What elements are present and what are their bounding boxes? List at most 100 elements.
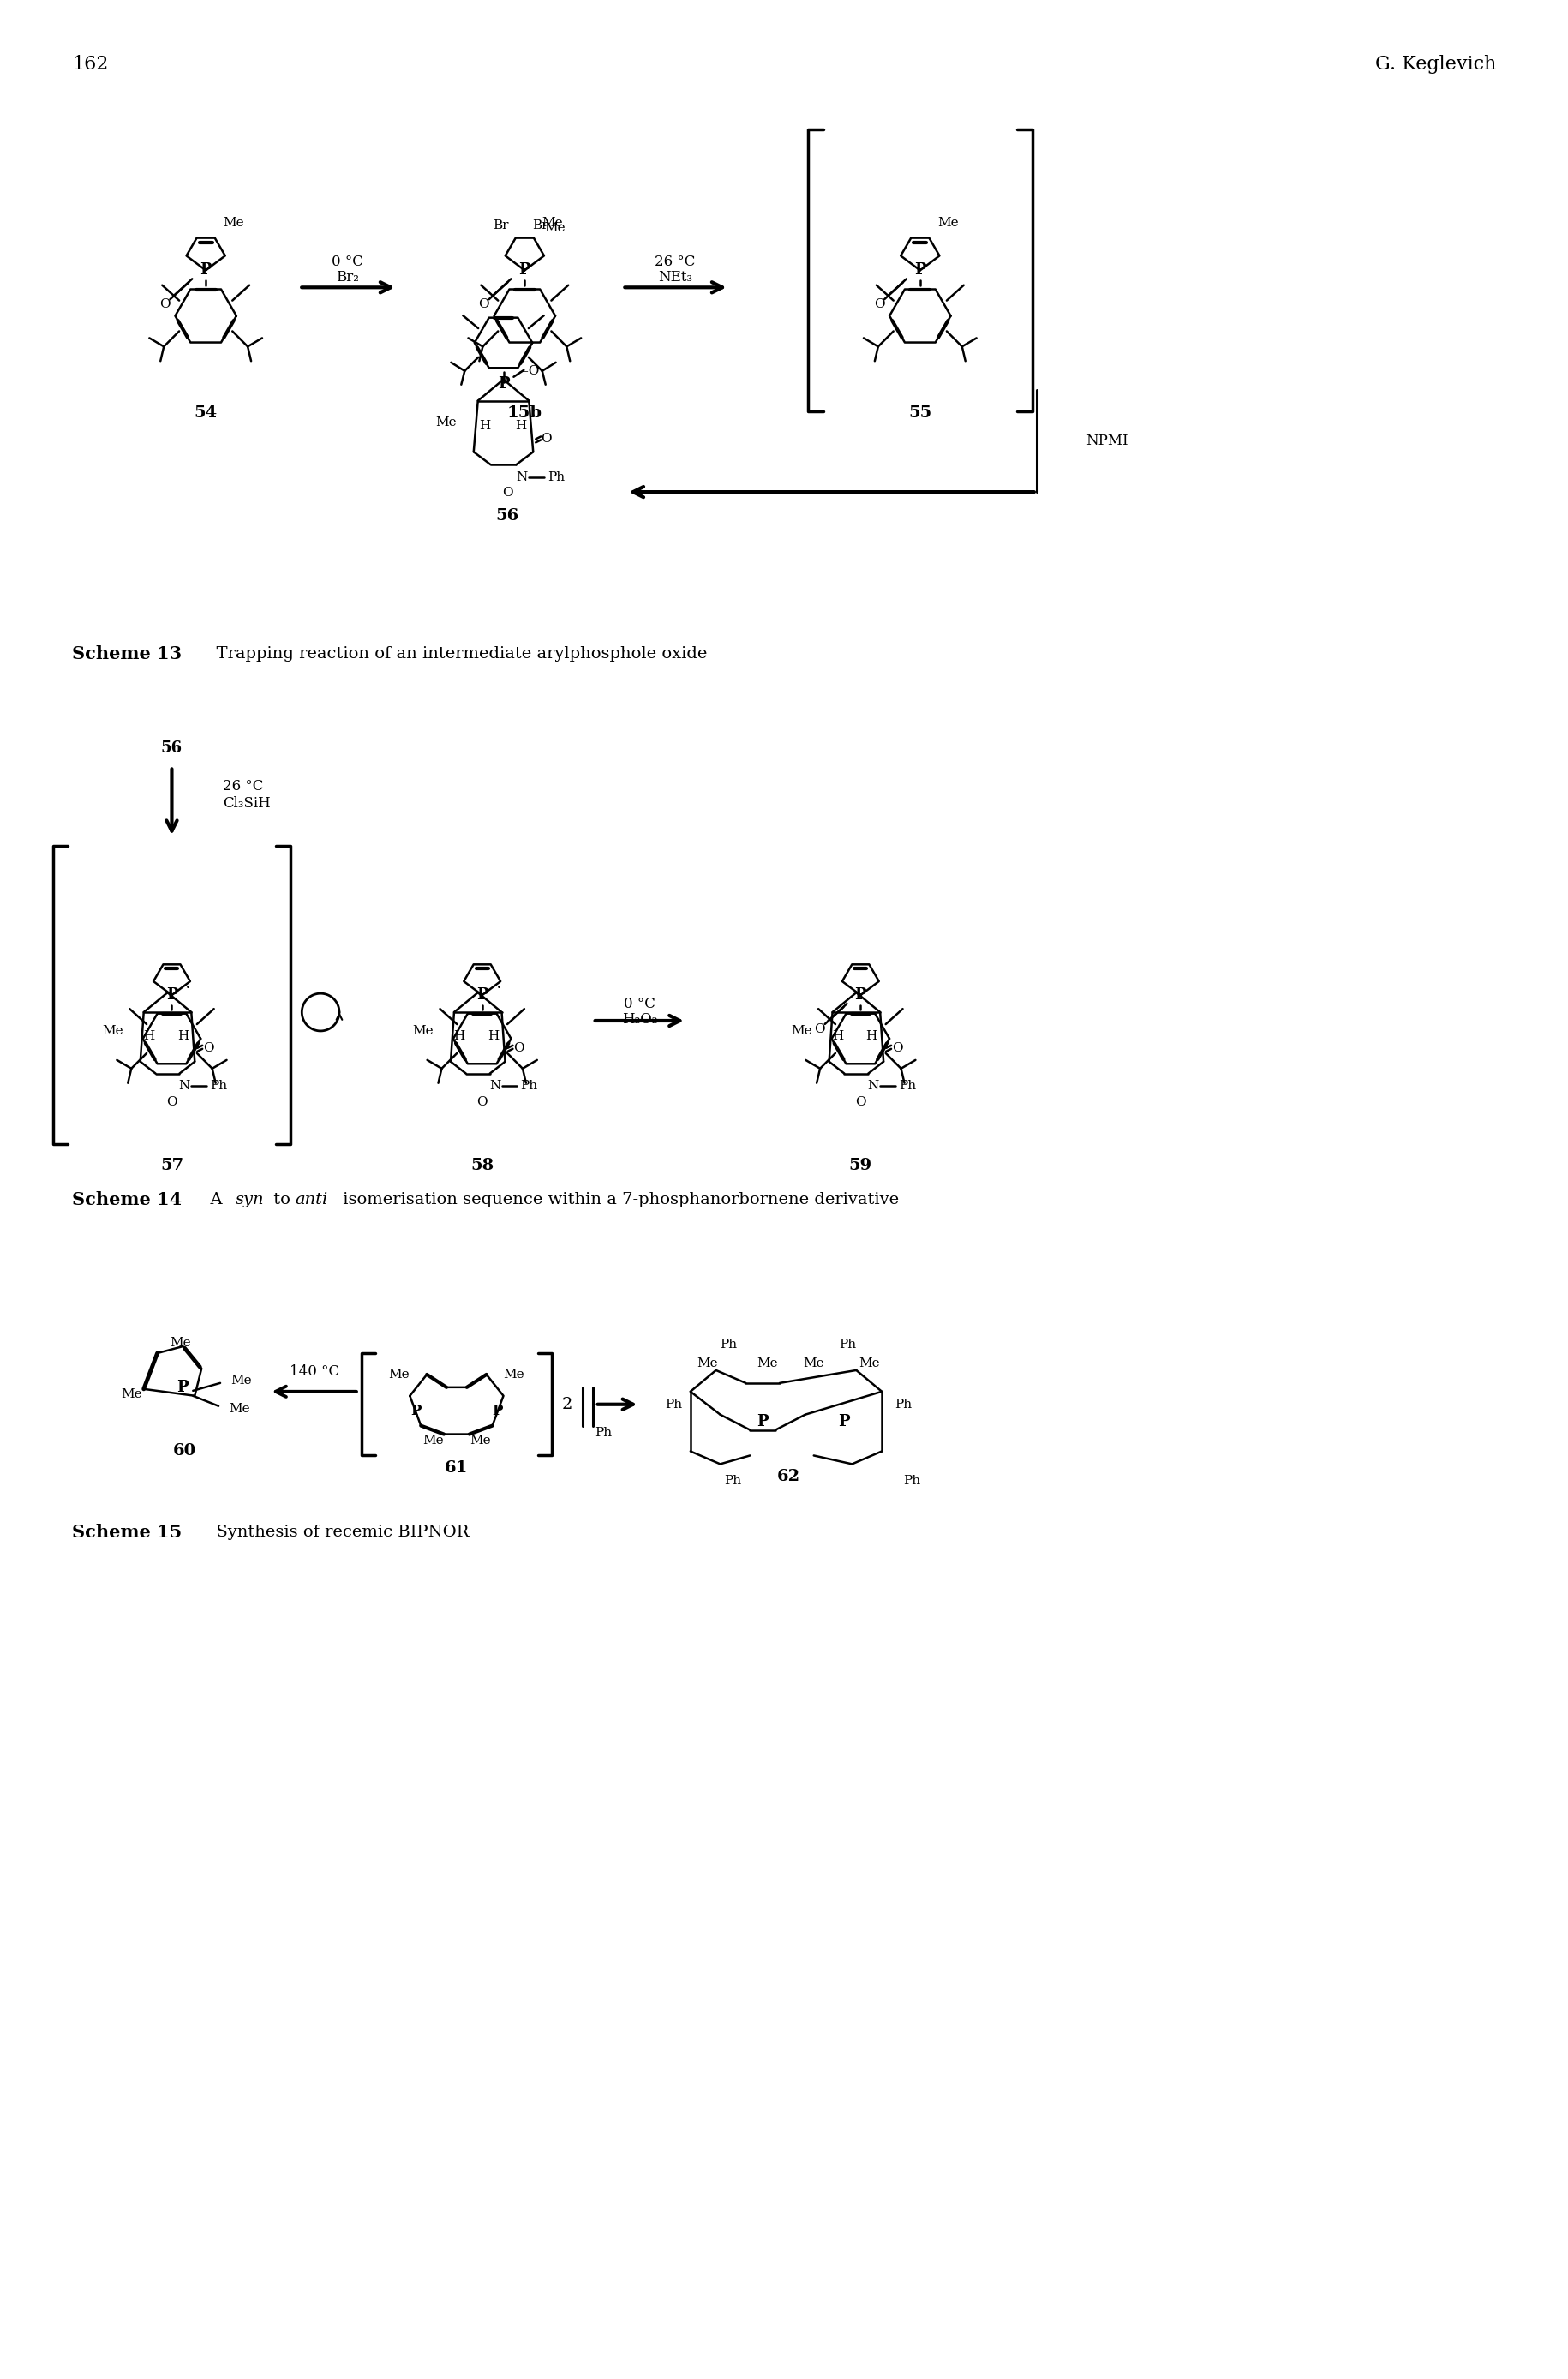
Text: O: O <box>478 297 489 309</box>
Text: P: P <box>497 376 510 393</box>
Text: Me: Me <box>230 1375 251 1387</box>
Text: 60: 60 <box>172 1444 196 1458</box>
Text: 26 °C: 26 °C <box>654 255 695 269</box>
Text: 55: 55 <box>908 404 931 421</box>
Text: Me: Me <box>544 221 564 233</box>
Text: O: O <box>502 488 513 500</box>
Text: Ph: Ph <box>903 1475 920 1487</box>
Text: Br: Br <box>532 219 547 231</box>
Text: Ph: Ph <box>665 1399 682 1411</box>
Text: isomerisation sequence within a 7-phosphanorbornene derivative: isomerisation sequence within a 7-phosph… <box>337 1192 898 1209</box>
Text: ·: · <box>185 978 191 997</box>
Text: Ph: Ph <box>894 1399 911 1411</box>
Text: O: O <box>513 1042 524 1054</box>
Text: P: P <box>199 262 212 278</box>
Text: Ph: Ph <box>898 1080 916 1092</box>
Text: N: N <box>516 471 527 483</box>
Text: O: O <box>160 297 171 309</box>
Text: NEt₃: NEt₃ <box>657 269 691 285</box>
Text: Me: Me <box>803 1358 823 1370</box>
Text: Ph: Ph <box>521 1080 538 1092</box>
Text: 54: 54 <box>194 404 218 421</box>
Text: N: N <box>489 1080 500 1092</box>
Text: Me: Me <box>858 1358 880 1370</box>
Text: Me: Me <box>756 1358 778 1370</box>
Text: 0 °C: 0 °C <box>624 997 655 1011</box>
Text: P: P <box>477 987 488 1004</box>
Text: H: H <box>177 1030 188 1042</box>
Text: P: P <box>166 987 177 1004</box>
Text: P: P <box>519 262 530 278</box>
Text: Me: Me <box>790 1025 812 1037</box>
Text: H: H <box>866 1030 877 1042</box>
Text: 15b: 15b <box>506 404 543 421</box>
Text: O: O <box>166 1097 177 1109</box>
Text: 62: 62 <box>776 1470 800 1484</box>
Text: 0 °C: 0 °C <box>332 255 364 269</box>
Text: Cl₃SiH: Cl₃SiH <box>223 797 270 811</box>
Text: Ph: Ph <box>720 1339 737 1351</box>
Text: H: H <box>514 421 525 433</box>
Text: P: P <box>837 1413 848 1430</box>
Text: Scheme 13: Scheme 13 <box>72 645 182 664</box>
Text: P: P <box>411 1404 420 1418</box>
Text: Br₂: Br₂ <box>336 269 359 285</box>
Text: 56: 56 <box>495 509 519 523</box>
Text: Me: Me <box>223 216 245 228</box>
Text: O: O <box>873 297 884 309</box>
Text: Ph: Ph <box>210 1080 227 1092</box>
Text: Scheme 15: Scheme 15 <box>72 1523 182 1542</box>
Text: Me: Me <box>936 216 958 228</box>
Text: 2: 2 <box>561 1396 572 1413</box>
Text: P: P <box>914 262 925 278</box>
Text: Me: Me <box>503 1368 524 1380</box>
Text: P: P <box>756 1413 768 1430</box>
Text: Me: Me <box>412 1025 433 1037</box>
Text: H: H <box>478 421 491 433</box>
Text: Me: Me <box>121 1389 143 1401</box>
Text: Trapping reaction of an intermediate arylphosphole oxide: Trapping reaction of an intermediate ary… <box>205 647 707 661</box>
Text: H: H <box>453 1030 464 1042</box>
Text: Me: Me <box>696 1358 718 1370</box>
Text: Me: Me <box>422 1435 444 1446</box>
Text: 58: 58 <box>470 1159 494 1173</box>
Text: =O: =O <box>517 364 539 376</box>
Text: Ph: Ph <box>724 1475 742 1487</box>
Text: P: P <box>855 987 866 1004</box>
Text: 61: 61 <box>445 1461 469 1475</box>
Text: 162: 162 <box>72 55 108 74</box>
Text: O: O <box>477 1097 488 1109</box>
Text: Me: Me <box>436 416 456 428</box>
Text: 140 °C: 140 °C <box>290 1366 339 1380</box>
Text: NPMI: NPMI <box>1085 433 1127 447</box>
Text: 26 °C: 26 °C <box>223 778 263 795</box>
Text: Me: Me <box>102 1025 124 1037</box>
Text: Br: Br <box>492 219 508 231</box>
Text: O: O <box>855 1097 866 1109</box>
Text: Me: Me <box>229 1404 249 1416</box>
Text: P: P <box>492 1404 502 1418</box>
Text: ·: · <box>495 978 502 997</box>
Text: O: O <box>891 1042 902 1054</box>
Text: 56: 56 <box>162 740 182 757</box>
Text: O: O <box>541 433 550 445</box>
Text: H: H <box>143 1030 154 1042</box>
Text: H: H <box>831 1030 842 1042</box>
Text: Me: Me <box>389 1368 409 1380</box>
Text: G. Keglevich: G. Keglevich <box>1375 55 1496 74</box>
Text: H: H <box>488 1030 499 1042</box>
Text: A: A <box>199 1192 227 1209</box>
Text: 59: 59 <box>848 1159 872 1173</box>
Text: Ph: Ph <box>594 1427 612 1439</box>
Text: Scheme 14: Scheme 14 <box>72 1192 182 1209</box>
Text: P: P <box>177 1380 188 1394</box>
Text: H₂O₂: H₂O₂ <box>621 1011 657 1025</box>
Text: Me: Me <box>169 1337 191 1349</box>
Text: N: N <box>179 1080 190 1092</box>
Text: Me: Me <box>469 1435 491 1446</box>
Text: syn: syn <box>235 1192 263 1209</box>
Text: 57: 57 <box>160 1159 183 1173</box>
Text: anti: anti <box>295 1192 328 1209</box>
Text: Ph: Ph <box>839 1339 856 1351</box>
Text: O: O <box>814 1023 825 1035</box>
